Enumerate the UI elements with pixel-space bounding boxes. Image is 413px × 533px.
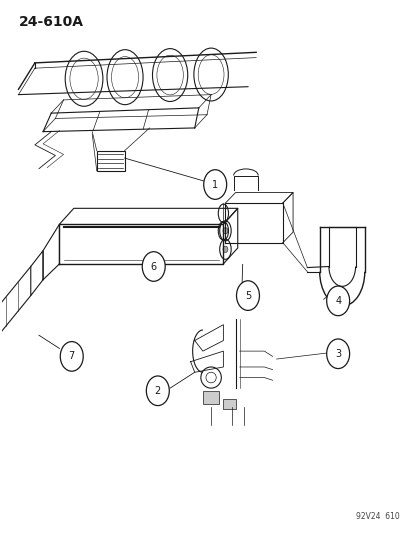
Text: 4: 4 [334,296,340,306]
Text: 6: 6 [150,262,157,271]
Circle shape [326,339,349,368]
Text: 3: 3 [334,349,340,359]
Text: 1: 1 [211,180,218,190]
Bar [223,399,235,409]
Circle shape [326,286,349,316]
Text: 2: 2 [154,386,161,396]
Circle shape [146,376,169,406]
Circle shape [332,345,342,358]
Text: 24-610A: 24-610A [19,15,83,29]
Bar [202,391,219,404]
Circle shape [60,342,83,371]
Text: 92V24  610: 92V24 610 [355,512,399,521]
Circle shape [142,252,165,281]
Circle shape [223,228,227,234]
Text: 7: 7 [69,351,75,361]
Bar [97,151,124,171]
Circle shape [203,169,226,199]
Text: 5: 5 [244,290,251,301]
Circle shape [223,246,227,253]
Circle shape [236,281,259,310]
